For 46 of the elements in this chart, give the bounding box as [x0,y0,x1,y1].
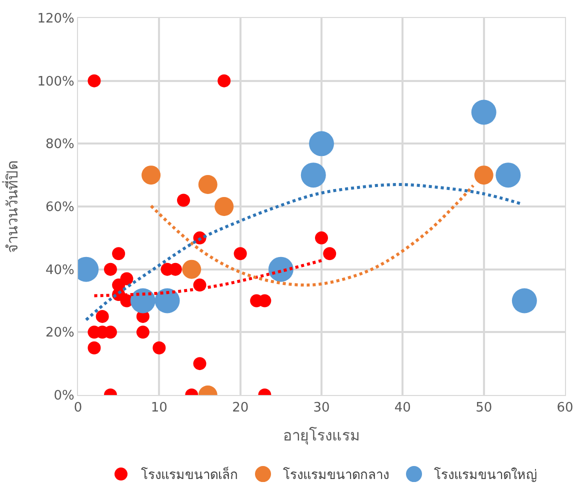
point [214,197,234,216]
line-series [84,183,524,322]
y-tick-label: 60% [45,200,74,216]
point [198,175,218,194]
point [130,288,156,314]
point [512,288,537,314]
y-axis-title: จำนวนวันที่ปิด [1,160,22,253]
x-tick-label: 30 [313,400,330,416]
point [496,162,521,188]
legend-label: โรงแรมขนาดกลาง [283,467,389,484]
point [104,262,117,276]
point [323,247,336,260]
point [300,162,326,188]
point [315,231,328,244]
point [177,194,190,207]
point [234,247,247,260]
legend-label: โรงแรมขนาดเล็ก [141,465,238,484]
x-tick-label: 20 [232,400,249,416]
y-tick-label: 120% [37,12,74,27]
point [474,166,494,185]
point [309,131,334,156]
x-tick-label: 50 [476,400,492,416]
y-tick-label: 40% [45,262,74,278]
point [142,166,161,185]
point [96,310,109,323]
x-axis-title: อายุโรงแรม [283,426,360,446]
point [154,288,180,314]
legend-label: โรงแรมขนาดใหญ่ [434,467,537,484]
y-tick-label: 80% [45,137,74,152]
y-tick-label: 20% [45,326,74,341]
point [88,74,101,88]
x-tick-label: 60 [556,400,574,416]
point [471,100,496,125]
x-tick-label: 0 [74,400,82,416]
point [218,74,231,88]
point [136,326,150,339]
point [182,260,202,279]
x-tick-label: 40 [394,400,411,416]
x-tick-label: 10 [150,400,168,416]
y-tick-label: 0% [54,388,74,404]
point [152,341,166,354]
y-tick-label: 100% [37,74,74,90]
point [193,357,206,370]
point [268,256,294,282]
point [112,247,126,260]
point [88,341,101,354]
